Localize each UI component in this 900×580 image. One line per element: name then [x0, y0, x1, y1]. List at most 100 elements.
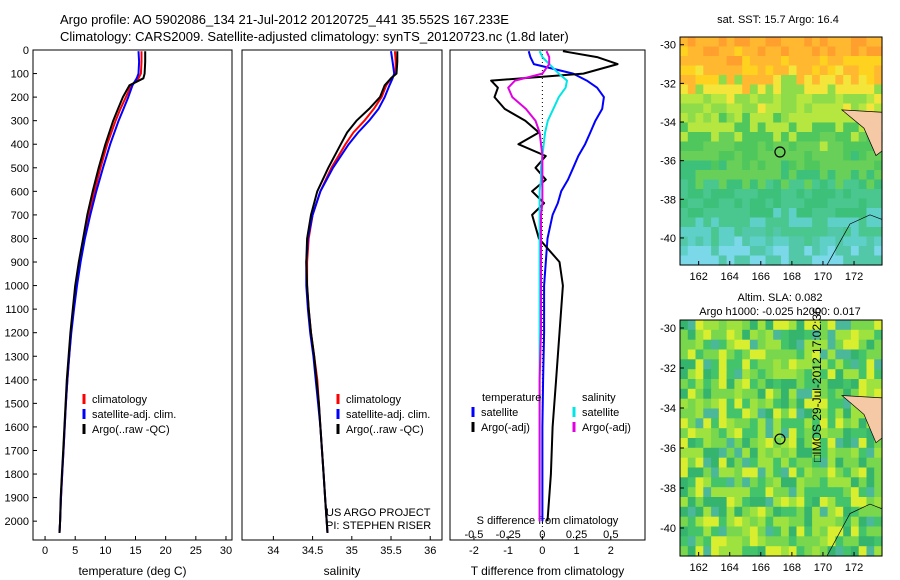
- map-cell: [835, 428, 844, 439]
- map-cell: [781, 46, 790, 57]
- map-cell: [711, 151, 720, 162]
- map-cell: [788, 438, 798, 449]
- map-cell: [726, 428, 735, 439]
- map-cell: [835, 349, 844, 360]
- map-y-tick-label: -38: [660, 194, 676, 206]
- map-cell: [773, 398, 782, 410]
- map-cell: [695, 122, 704, 133]
- map-cell: [765, 255, 774, 266]
- map-cell: [734, 170, 743, 181]
- map-cell: [812, 379, 821, 390]
- map-cell: [858, 447, 868, 459]
- coastline-line: [826, 214, 883, 266]
- map-cell: [804, 56, 813, 67]
- map-cell: [874, 189, 883, 200]
- map-cell: [718, 236, 728, 247]
- coastline-line: [826, 503, 883, 557]
- map-cell: [835, 329, 844, 341]
- map-cell: [703, 217, 712, 228]
- map-cell: [773, 84, 782, 95]
- map-cell: [703, 487, 712, 498]
- map-cell: [804, 438, 813, 449]
- map-cell: [858, 320, 868, 331]
- map-cell: [812, 438, 821, 449]
- diff-legend-salinity-label: Argo(-adj): [582, 422, 631, 434]
- map-cell: [695, 37, 704, 48]
- map-cell: [781, 255, 790, 266]
- map-cell: [796, 103, 805, 114]
- map-cell: [835, 418, 844, 429]
- map-cell: [687, 208, 697, 219]
- map-cell: [804, 217, 813, 228]
- map-cell: [827, 255, 836, 266]
- map-cell: [726, 320, 735, 331]
- map-cell: [850, 170, 860, 181]
- map-cell: [804, 447, 813, 459]
- map-cell: [734, 497, 743, 508]
- map-cell: [703, 46, 712, 57]
- map-cell: [726, 526, 735, 537]
- map-cell: [773, 339, 782, 351]
- map-cell: [858, 457, 868, 469]
- map-cell: [796, 56, 805, 67]
- map-cell: [726, 497, 735, 508]
- map-cell: [734, 320, 743, 331]
- map-cell: [711, 359, 720, 370]
- map-cell: [726, 255, 735, 266]
- map-x-tick-label: 166: [752, 271, 770, 283]
- map-cell: [749, 438, 759, 449]
- map-cell: [757, 369, 767, 380]
- map-cell: [703, 457, 712, 469]
- map-cell: [866, 94, 875, 105]
- map-cell: [788, 37, 798, 48]
- map-cell: [781, 497, 790, 508]
- map-cell: [850, 388, 860, 400]
- map-cell: [804, 546, 813, 557]
- map-cell: [835, 37, 844, 48]
- map-cell: [718, 132, 728, 143]
- map-cell: [850, 536, 860, 547]
- map-cell: [773, 65, 782, 76]
- map-cell: [781, 217, 790, 228]
- map-cell: [827, 160, 836, 171]
- y-tick-label: 1700: [5, 445, 29, 457]
- map-cell: [680, 103, 689, 114]
- map-cell: [695, 94, 704, 105]
- diff-legend-temperature-label: Argo(-adj): [481, 422, 530, 434]
- map-cell: [788, 65, 798, 76]
- map-cell: [687, 56, 697, 67]
- map-cell: [742, 132, 751, 143]
- map-y-tick-label: -30: [660, 323, 676, 335]
- map-cell: [773, 198, 782, 209]
- y-tick-label: 700: [11, 210, 29, 222]
- map-cell: [781, 536, 790, 547]
- map-x-tick-label: 164: [721, 271, 739, 283]
- diff-legend-temperature-label: satellite: [481, 407, 518, 419]
- map-cell: [711, 113, 720, 124]
- map-cell: [703, 497, 712, 508]
- map-cell: [812, 122, 821, 133]
- map-cell: [718, 359, 728, 370]
- map-cell: [718, 217, 728, 228]
- map-cell: [695, 457, 704, 469]
- map-cell: [765, 160, 774, 171]
- map-cell: [749, 103, 759, 114]
- map-cell: [874, 369, 883, 380]
- map-cell: [843, 359, 852, 370]
- map-cell: [765, 103, 774, 114]
- map-cell: [781, 113, 790, 124]
- map-y-tick-label: -32: [660, 78, 676, 90]
- map-cell: [819, 359, 829, 370]
- map-cell: [843, 339, 852, 351]
- map-cell: [749, 349, 759, 360]
- map-cell: [703, 227, 712, 238]
- map-cell: [711, 536, 720, 547]
- map-cell: [711, 84, 720, 95]
- series-line-difference-1: [490, 50, 619, 522]
- map-cell: [765, 526, 774, 537]
- map-cell: [781, 349, 790, 360]
- map-cell: [749, 189, 759, 200]
- map-cell: [819, 94, 829, 105]
- map-cell: [726, 132, 735, 143]
- x-tick-label: 15: [129, 545, 141, 557]
